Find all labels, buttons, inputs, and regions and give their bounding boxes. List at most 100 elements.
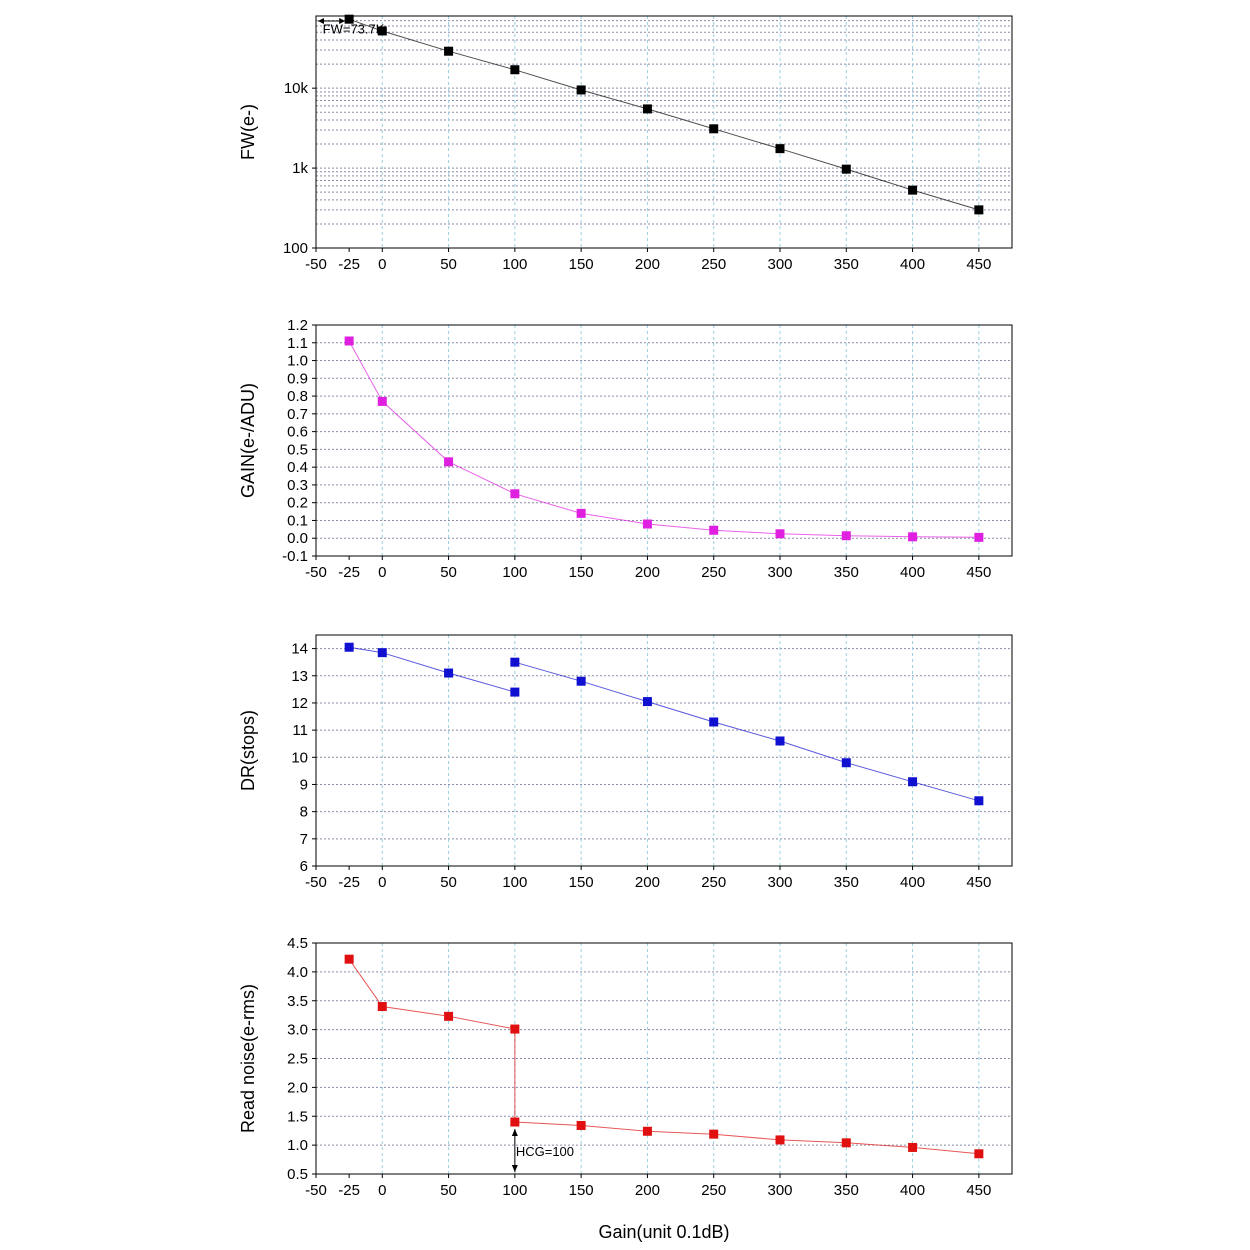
x-tick-label: 300 <box>767 874 792 891</box>
y-tick-label: 1.0 <box>287 1137 308 1154</box>
x-tick-label: 400 <box>900 1182 925 1199</box>
y-tick-label: 3.5 <box>287 993 308 1010</box>
data-point <box>344 14 354 24</box>
y-tick-label: 12 <box>291 695 308 712</box>
x-tick-label: 0 <box>378 256 386 273</box>
x-tick-label: 150 <box>569 256 594 273</box>
data-point <box>642 1126 652 1136</box>
series-line <box>349 646 516 693</box>
annotation-text: FW=73.7K <box>323 21 385 36</box>
y-axis-title: GAIN(e-/ADU) <box>238 383 258 498</box>
data-point <box>576 676 586 686</box>
y-tick-label: 9 <box>300 776 308 793</box>
data-point <box>377 26 387 36</box>
chart-panel-3: -50 -25 0 50 100 150 200 250 300 350 400 450 6 7 8 9 10 1… <box>238 634 1013 891</box>
data-point <box>377 396 387 406</box>
y-tick-label: 0.5 <box>287 1166 308 1183</box>
data-point <box>344 642 354 652</box>
x-tick-label: 450 <box>966 256 991 273</box>
data-point <box>576 1120 586 1130</box>
y-tick-label: 1k <box>292 160 308 177</box>
x-tick-label: 50 <box>440 564 457 581</box>
data-point <box>908 532 918 542</box>
data-point <box>841 1138 851 1148</box>
y-tick-label: 0.4 <box>287 459 308 476</box>
x-tick-label: 200 <box>635 564 660 581</box>
x-tick-label: 250 <box>701 256 726 273</box>
x-tick-label: 350 <box>834 256 859 273</box>
y-tick-label: 4.5 <box>287 935 308 952</box>
x-tick-label: -50 <box>305 1182 327 1199</box>
x-tick-label: 200 <box>635 256 660 273</box>
x-tick-label: -25 <box>338 1182 360 1199</box>
series-line <box>348 340 979 538</box>
y-tick-label: 0.1 <box>287 512 308 529</box>
data-point <box>775 1135 785 1145</box>
y-tick-label: 1.0 <box>287 353 308 370</box>
data-point <box>510 1117 520 1127</box>
plot-frame <box>315 324 1013 557</box>
data-point <box>974 532 984 542</box>
y-tick-label: 8 <box>300 804 308 821</box>
annotation-arrowhead <box>511 1128 518 1136</box>
x-tick-label: 400 <box>900 874 925 891</box>
data-point <box>974 1149 984 1159</box>
data-point <box>444 668 454 678</box>
x-tick-label: 300 <box>767 564 792 581</box>
data-point <box>908 777 918 787</box>
x-tick-label: -50 <box>305 874 327 891</box>
x-tick-label: 350 <box>834 1182 859 1199</box>
x-tick-label: 250 <box>701 1182 726 1199</box>
x-tick-label: -50 <box>305 256 327 273</box>
data-point <box>510 489 520 499</box>
y-tick-label: 1.5 <box>287 1108 308 1125</box>
data-point <box>775 736 785 746</box>
x-tick-label: -25 <box>338 256 360 273</box>
data-point <box>841 164 851 174</box>
x-tick-label: 150 <box>569 874 594 891</box>
data-point <box>709 124 719 134</box>
y-tick-label: 7 <box>300 831 308 848</box>
data-point <box>444 1011 454 1021</box>
data-point <box>908 1142 918 1152</box>
series-line <box>514 661 980 802</box>
data-point <box>344 954 354 964</box>
plot-frame <box>315 634 1013 867</box>
x-tick-label: 200 <box>635 874 660 891</box>
x-tick-label: 50 <box>440 256 457 273</box>
y-tick-label: 4.0 <box>287 964 308 981</box>
y-tick-label: 2.5 <box>287 1051 308 1068</box>
x-tick-label: 0 <box>378 1182 386 1199</box>
plot-frame <box>315 15 1013 249</box>
data-point <box>974 796 984 806</box>
x-tick-label: 300 <box>767 1182 792 1199</box>
y-tick-label: 1.2 <box>287 317 308 334</box>
data-point <box>377 648 387 658</box>
y-tick-label: 10k <box>284 80 309 97</box>
data-point <box>642 519 652 529</box>
data-point <box>775 529 785 539</box>
x-tick-label: 450 <box>966 1182 991 1199</box>
y-tick-label: 2.0 <box>287 1079 308 1096</box>
x-tick-label: 250 <box>701 564 726 581</box>
y-tick-label: 0.5 <box>287 441 308 458</box>
x-axis-title: Gain(unit 0.1dB) <box>598 1222 729 1242</box>
data-point <box>444 46 454 56</box>
y-tick-label: 11 <box>292 722 308 739</box>
data-point <box>510 65 520 75</box>
data-point <box>974 205 984 215</box>
y-tick-label: 10 <box>291 749 308 766</box>
y-tick-label: 13 <box>291 668 308 685</box>
data-point <box>709 717 719 727</box>
y-tick-label: 3.0 <box>287 1022 308 1039</box>
y-tick-label: -0.1 <box>282 548 308 565</box>
x-tick-label: 150 <box>569 564 594 581</box>
data-point <box>709 525 719 535</box>
data-point <box>775 144 785 154</box>
y-tick-label: 0.8 <box>287 388 308 405</box>
series-line <box>348 18 980 211</box>
x-tick-label: 150 <box>569 1182 594 1199</box>
y-tick-label: 0.6 <box>287 424 308 441</box>
